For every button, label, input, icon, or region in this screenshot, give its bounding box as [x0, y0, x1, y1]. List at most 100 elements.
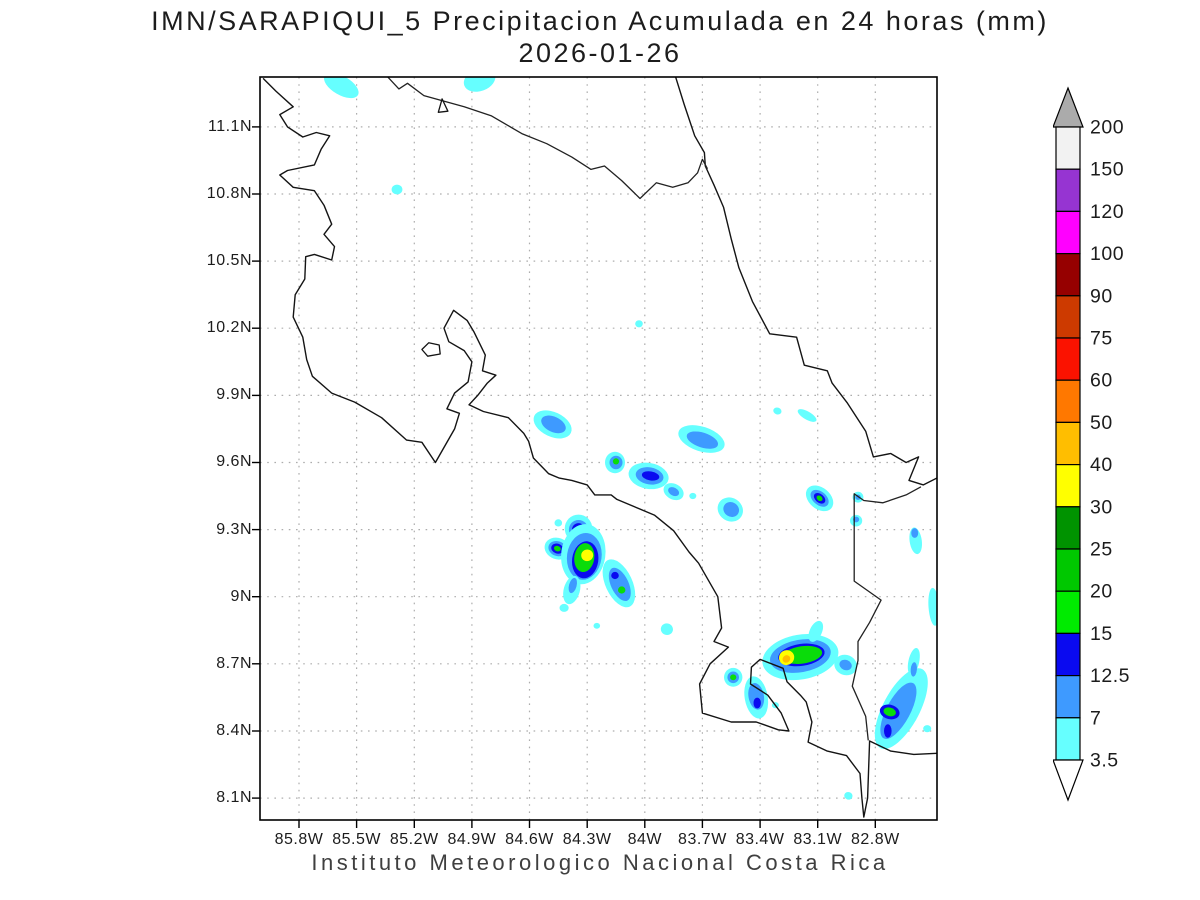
lat-label-9.9N: 9.9N [216, 386, 252, 404]
colorbar-label-100: 100 [1090, 243, 1124, 265]
precip-blob-blob-l-finger [808, 620, 824, 642]
colorbar-label-40: 40 [1090, 454, 1113, 476]
lon-label-84.6W: 84.6W [505, 831, 554, 848]
colorbar-segment [1055, 674, 1081, 719]
precip-blob-blob-q [883, 707, 896, 717]
lon-label-85.5W: 85.5W [332, 831, 381, 848]
colorbar-segment [1055, 337, 1081, 381]
colorbar-label-120: 120 [1090, 201, 1124, 223]
colorbar-segment [1055, 168, 1081, 212]
colorbar-label-25: 25 [1090, 539, 1113, 561]
colorbar-label-200: 200 [1090, 117, 1124, 139]
map-frame [259, 76, 938, 821]
colorbar-label-20: 20 [1090, 581, 1113, 603]
coastline-path [262, 78, 937, 818]
map-panel [252, 76, 938, 828]
precip-blob-blob-j [723, 502, 740, 517]
precip-blob-blob-h [641, 471, 660, 481]
colorbar-label-12.5: 12.5 [1090, 665, 1130, 687]
lon-label-85.2W: 85.2W [389, 831, 439, 848]
precip-blob-main-tail [568, 577, 577, 594]
colorbar-segment [1055, 506, 1081, 550]
colorbar-label-60: 60 [1090, 370, 1113, 392]
colorbar-segment [1055, 126, 1081, 170]
colorbar-segment [1055, 379, 1081, 424]
precip-blob-dot-q-east [911, 716, 917, 722]
precip-blob-blob-n [753, 697, 761, 709]
lon-label-84.3W: 84.3W [562, 831, 612, 848]
graticule [260, 77, 937, 820]
precip-blob-dot-k [660, 623, 673, 636]
precip-blob-streak-s [797, 409, 817, 422]
island-outline [437, 98, 449, 113]
colorbar-label-90: 90 [1090, 285, 1113, 307]
colorbar-segment [1055, 464, 1081, 508]
lat-label-9.3N: 9.3N [216, 520, 252, 538]
border-path [386, 77, 708, 200]
colorbar-segment [1055, 295, 1081, 339]
lat-label-11.1N: 11.1N [207, 117, 252, 135]
precipitation-map-svg [252, 76, 938, 828]
precip-blob-blob-q [884, 724, 892, 738]
precip-blob-dot-main-s2 [593, 622, 601, 629]
colorbar: 200 150 120 100 90 75 60 50 40 30 25 20 15 12.5 7 3.5 [1052, 86, 1193, 816]
precip-blob-blob-q-finger [910, 662, 917, 677]
precip-blob-blob-i [668, 487, 680, 497]
coastlines [262, 77, 937, 818]
precip-blob-patch-top-edge [463, 77, 496, 92]
precip-blob-blob-secondary [611, 571, 619, 580]
precipitation-blobs [324, 77, 937, 800]
colorbar-segment [1055, 421, 1081, 466]
precip-blob-dot-north-center [635, 320, 643, 328]
colorbar-segment [1055, 253, 1081, 297]
colorbar-svg: 200 150 120 100 90 75 60 50 40 30 25 20 15 12.5 7 3.5 [1052, 86, 1130, 802]
colorbar-label-50: 50 [1090, 412, 1113, 434]
colorbar-below-arrow [1052, 759, 1084, 802]
lon-label-84W: 84W [627, 831, 662, 848]
precip-blob-blob-t [816, 495, 823, 502]
precip-blob-dot-r [923, 725, 932, 733]
precip-blob-streak-w [911, 528, 919, 538]
lat-label-10.5N: 10.5N [206, 252, 252, 270]
coastline-path [674, 77, 937, 486]
lon-label-83.4W: 83.4W [735, 831, 785, 848]
colorbar-segment [1055, 590, 1081, 635]
island-outline [421, 342, 441, 357]
precip-blob-blob-secondary [618, 586, 626, 594]
lon-label-85.8W: 85.8W [274, 831, 324, 848]
precip-blob-blob-l-main [782, 655, 791, 663]
colorbar-label-7: 7 [1090, 707, 1101, 729]
precip-blob-dot-main-s [559, 603, 569, 612]
colorbar-label-30: 30 [1090, 496, 1113, 518]
border-path [851, 486, 922, 741]
colorbar-segment [1055, 548, 1081, 592]
colorbar-segment [1055, 632, 1081, 677]
lat-label-9N: 9N [230, 587, 252, 605]
precip-blob-dot-burica [844, 791, 853, 800]
colorbar-label-3.5: 3.5 [1090, 750, 1119, 772]
colorbar-label-15: 15 [1090, 623, 1113, 645]
lon-label-84.9W: 84.9W [447, 831, 497, 848]
precip-blob-blob-m [730, 674, 737, 681]
precip-blob-dot-nw [391, 184, 403, 195]
lon-label-83.1W: 83.1W [793, 831, 843, 848]
colorbar-label-75: 75 [1090, 328, 1113, 350]
precip-blob-main-core [581, 549, 594, 562]
lat-label-8.4N: 8.4N [216, 721, 252, 739]
axis-ticks [252, 126, 876, 828]
colorbar-segment [1055, 717, 1081, 761]
lat-label-8.1N: 8.1N [216, 789, 252, 807]
colorbar-above-arrow [1052, 86, 1084, 128]
lat-label-10.2N: 10.2N [206, 319, 252, 337]
precip-blob-blob-p [839, 659, 852, 671]
precip-blob-blob-f [686, 431, 719, 449]
precip-blob-blob-g [612, 458, 620, 465]
plot-title: IMN/SARAPIQUI_5 Precipitacion Acumulada … [151, 6, 1049, 36]
lat-label-10.8N: 10.8N [206, 185, 252, 202]
lat-label-9.6N: 9.6N [216, 453, 252, 471]
lat-label-8.7N: 8.7N [216, 654, 252, 672]
colorbar-segment [1055, 210, 1081, 255]
lon-label-83.7W: 83.7W [678, 831, 727, 848]
colorbar-label-150: 150 [1090, 159, 1124, 181]
lon-label-82.8W: 82.8W [850, 831, 900, 848]
